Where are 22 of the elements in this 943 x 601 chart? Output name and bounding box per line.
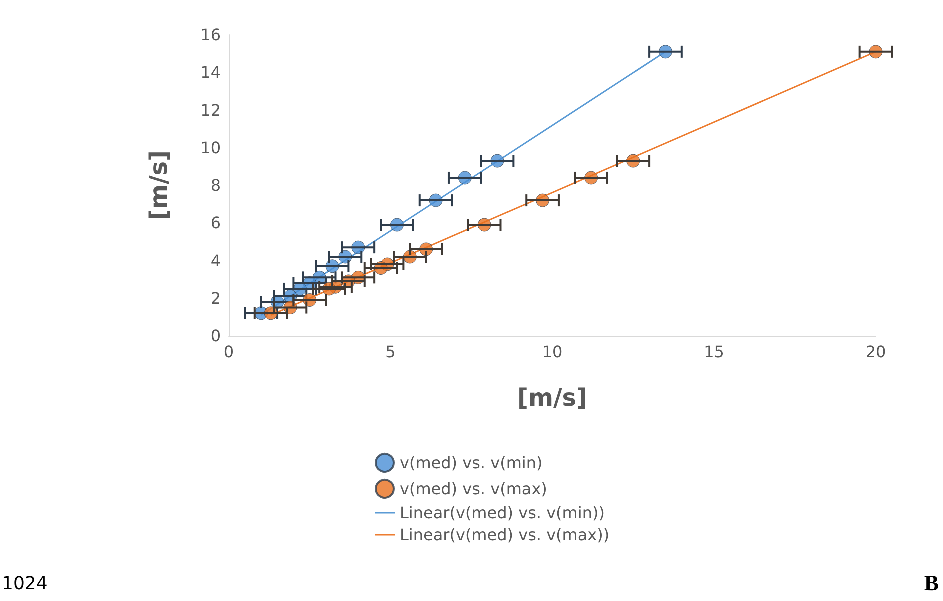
y-tick-label: 16: [200, 26, 221, 44]
x-tick-label: 10: [542, 342, 563, 362]
y-tick-label: 8: [210, 176, 221, 195]
x-tick-label: 0: [224, 342, 234, 362]
text: 1024: [2, 574, 48, 594]
y-tick-label: 2: [210, 288, 221, 308]
y-tick-label: 10: [200, 138, 221, 158]
y-tick-label: 12: [200, 100, 221, 120]
y-axis-title: [m/s]: [145, 150, 173, 220]
x-tick-label: 5: [386, 342, 396, 362]
x-tick-label: 15: [704, 342, 724, 362]
y-tick-label: 6: [210, 214, 221, 233]
x-axis-title: [m/s]: [518, 384, 588, 412]
y-tick-label: 4: [210, 251, 221, 270]
legend-label: Linear(v(med) vs. v(min)): [400, 504, 605, 522]
y-tick-label: 0: [210, 326, 221, 346]
y-tick-label: 14: [200, 63, 221, 82]
legend-label: v(med) vs. v(min): [400, 454, 543, 472]
text: B: [924, 570, 940, 596]
x-tick-label: 20: [866, 342, 886, 362]
legend-label: v(med) vs. v(max): [400, 480, 548, 498]
legend-label: Linear(v(med) vs. v(max)): [400, 526, 610, 544]
